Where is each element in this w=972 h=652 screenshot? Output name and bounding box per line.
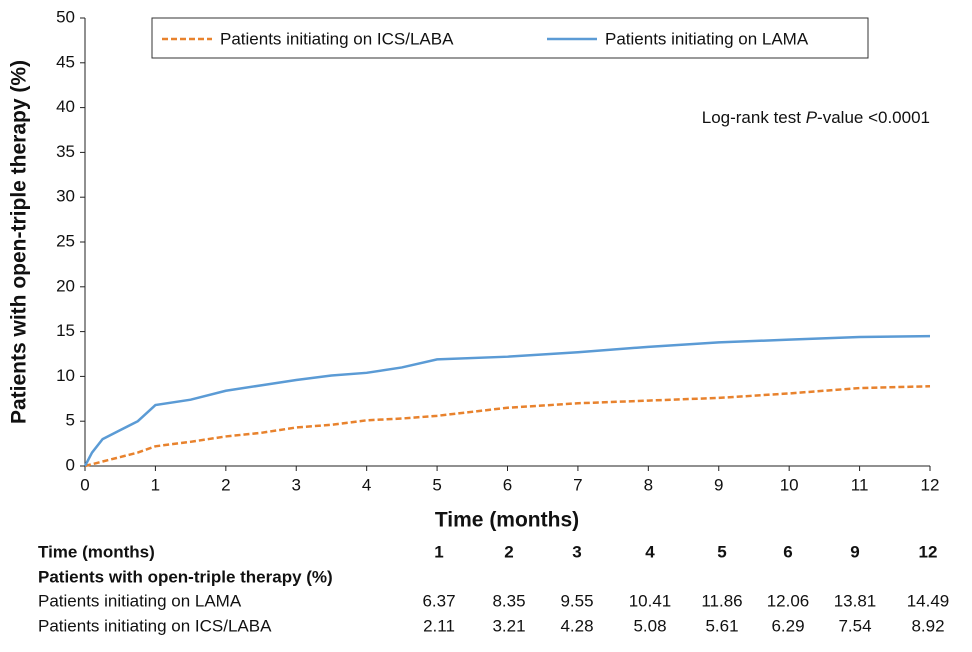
series-line bbox=[84, 385, 931, 468]
series-line bbox=[83, 334, 931, 467]
table-cell: 6.29 bbox=[771, 616, 804, 635]
legend-box bbox=[151, 17, 869, 59]
table-cell: 3.21 bbox=[492, 616, 525, 635]
x-tick-label: 8 bbox=[644, 475, 653, 494]
x-tick-label: 4 bbox=[362, 475, 371, 494]
y-tick-label: 0 bbox=[66, 455, 75, 474]
table-row-label: Patients initiating on LAMA bbox=[38, 591, 242, 610]
annotation-part: -value <0.0001 bbox=[817, 108, 930, 127]
table-cell: 4.28 bbox=[560, 616, 593, 635]
x-tick-label: 3 bbox=[292, 475, 301, 494]
annotation-part: Log-rank test bbox=[702, 108, 806, 127]
table-cell: 9.55 bbox=[560, 591, 593, 610]
table-cell: 8.92 bbox=[911, 616, 944, 635]
table-cell: 10.41 bbox=[629, 591, 672, 610]
x-tick-label: 7 bbox=[573, 475, 582, 494]
table-cell: 2.11 bbox=[423, 616, 455, 635]
table-header: 1 bbox=[434, 542, 443, 561]
table-cell: 5.61 bbox=[705, 616, 738, 635]
x-tick-label: 10 bbox=[780, 475, 799, 494]
annotation-part: P bbox=[806, 108, 818, 127]
table-header: 2 bbox=[504, 542, 513, 561]
x-tick-label: 1 bbox=[151, 475, 160, 494]
table-header: 12 bbox=[919, 542, 938, 561]
table-row-label: Patients initiating on ICS/LABA bbox=[38, 616, 272, 635]
table-header: 4 bbox=[645, 542, 655, 561]
table-cell: 8.35 bbox=[492, 591, 525, 610]
table-cell: 6.37 bbox=[422, 591, 455, 610]
x-tick-label: 12 bbox=[921, 475, 940, 494]
x-tick-label: 11 bbox=[851, 475, 869, 494]
annotation: Log-rank test P-value <0.0001 bbox=[702, 108, 930, 127]
y-tick-label: 5 bbox=[66, 411, 75, 430]
y-tick-label: 25 bbox=[56, 231, 75, 250]
y-tick-label: 45 bbox=[56, 52, 75, 71]
x-tick-label: 2 bbox=[221, 475, 230, 494]
y-tick-label: 10 bbox=[56, 366, 75, 385]
table-header: 6 bbox=[783, 542, 792, 561]
y-tick-label: 35 bbox=[56, 142, 75, 161]
table-header: Time (months) bbox=[38, 542, 155, 561]
table-cell: 7.54 bbox=[838, 616, 871, 635]
y-axis-title: Patients with open-triple therapy (%) bbox=[8, 60, 31, 424]
table-cell: 13.81 bbox=[834, 591, 877, 610]
y-tick-label: 15 bbox=[56, 321, 75, 340]
table-cell: 11.86 bbox=[701, 591, 742, 610]
legend-label: Patients initiating on ICS/LABA bbox=[220, 29, 454, 48]
table-subheader: Patients with open-triple therapy (%) bbox=[38, 567, 333, 586]
x-tick-label: 9 bbox=[714, 475, 723, 494]
table-header: 3 bbox=[572, 542, 581, 561]
table-cell: 5.08 bbox=[633, 616, 666, 635]
x-tick-label: 5 bbox=[432, 475, 441, 494]
y-tick-label: 50 bbox=[56, 7, 75, 26]
y-tick-label: 30 bbox=[56, 187, 75, 206]
x-axis-title: Time (months) bbox=[435, 509, 579, 532]
table-cell: 12.06 bbox=[767, 591, 810, 610]
table-header: 9 bbox=[850, 542, 859, 561]
legend-label: Patients initiating on LAMA bbox=[605, 29, 809, 48]
x-tick-label: 6 bbox=[503, 475, 512, 494]
table-cell: 14.49 bbox=[907, 591, 950, 610]
y-tick-label: 40 bbox=[56, 97, 75, 116]
y-tick-label: 20 bbox=[56, 276, 75, 295]
table-header: 5 bbox=[717, 542, 726, 561]
x-tick-label: 0 bbox=[80, 475, 89, 494]
